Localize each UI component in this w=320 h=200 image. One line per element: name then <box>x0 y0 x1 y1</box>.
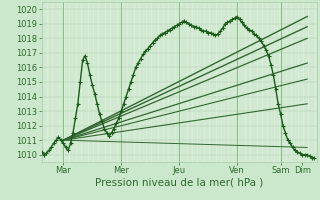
X-axis label: Pression niveau de la mer( hPa ): Pression niveau de la mer( hPa ) <box>95 178 263 188</box>
